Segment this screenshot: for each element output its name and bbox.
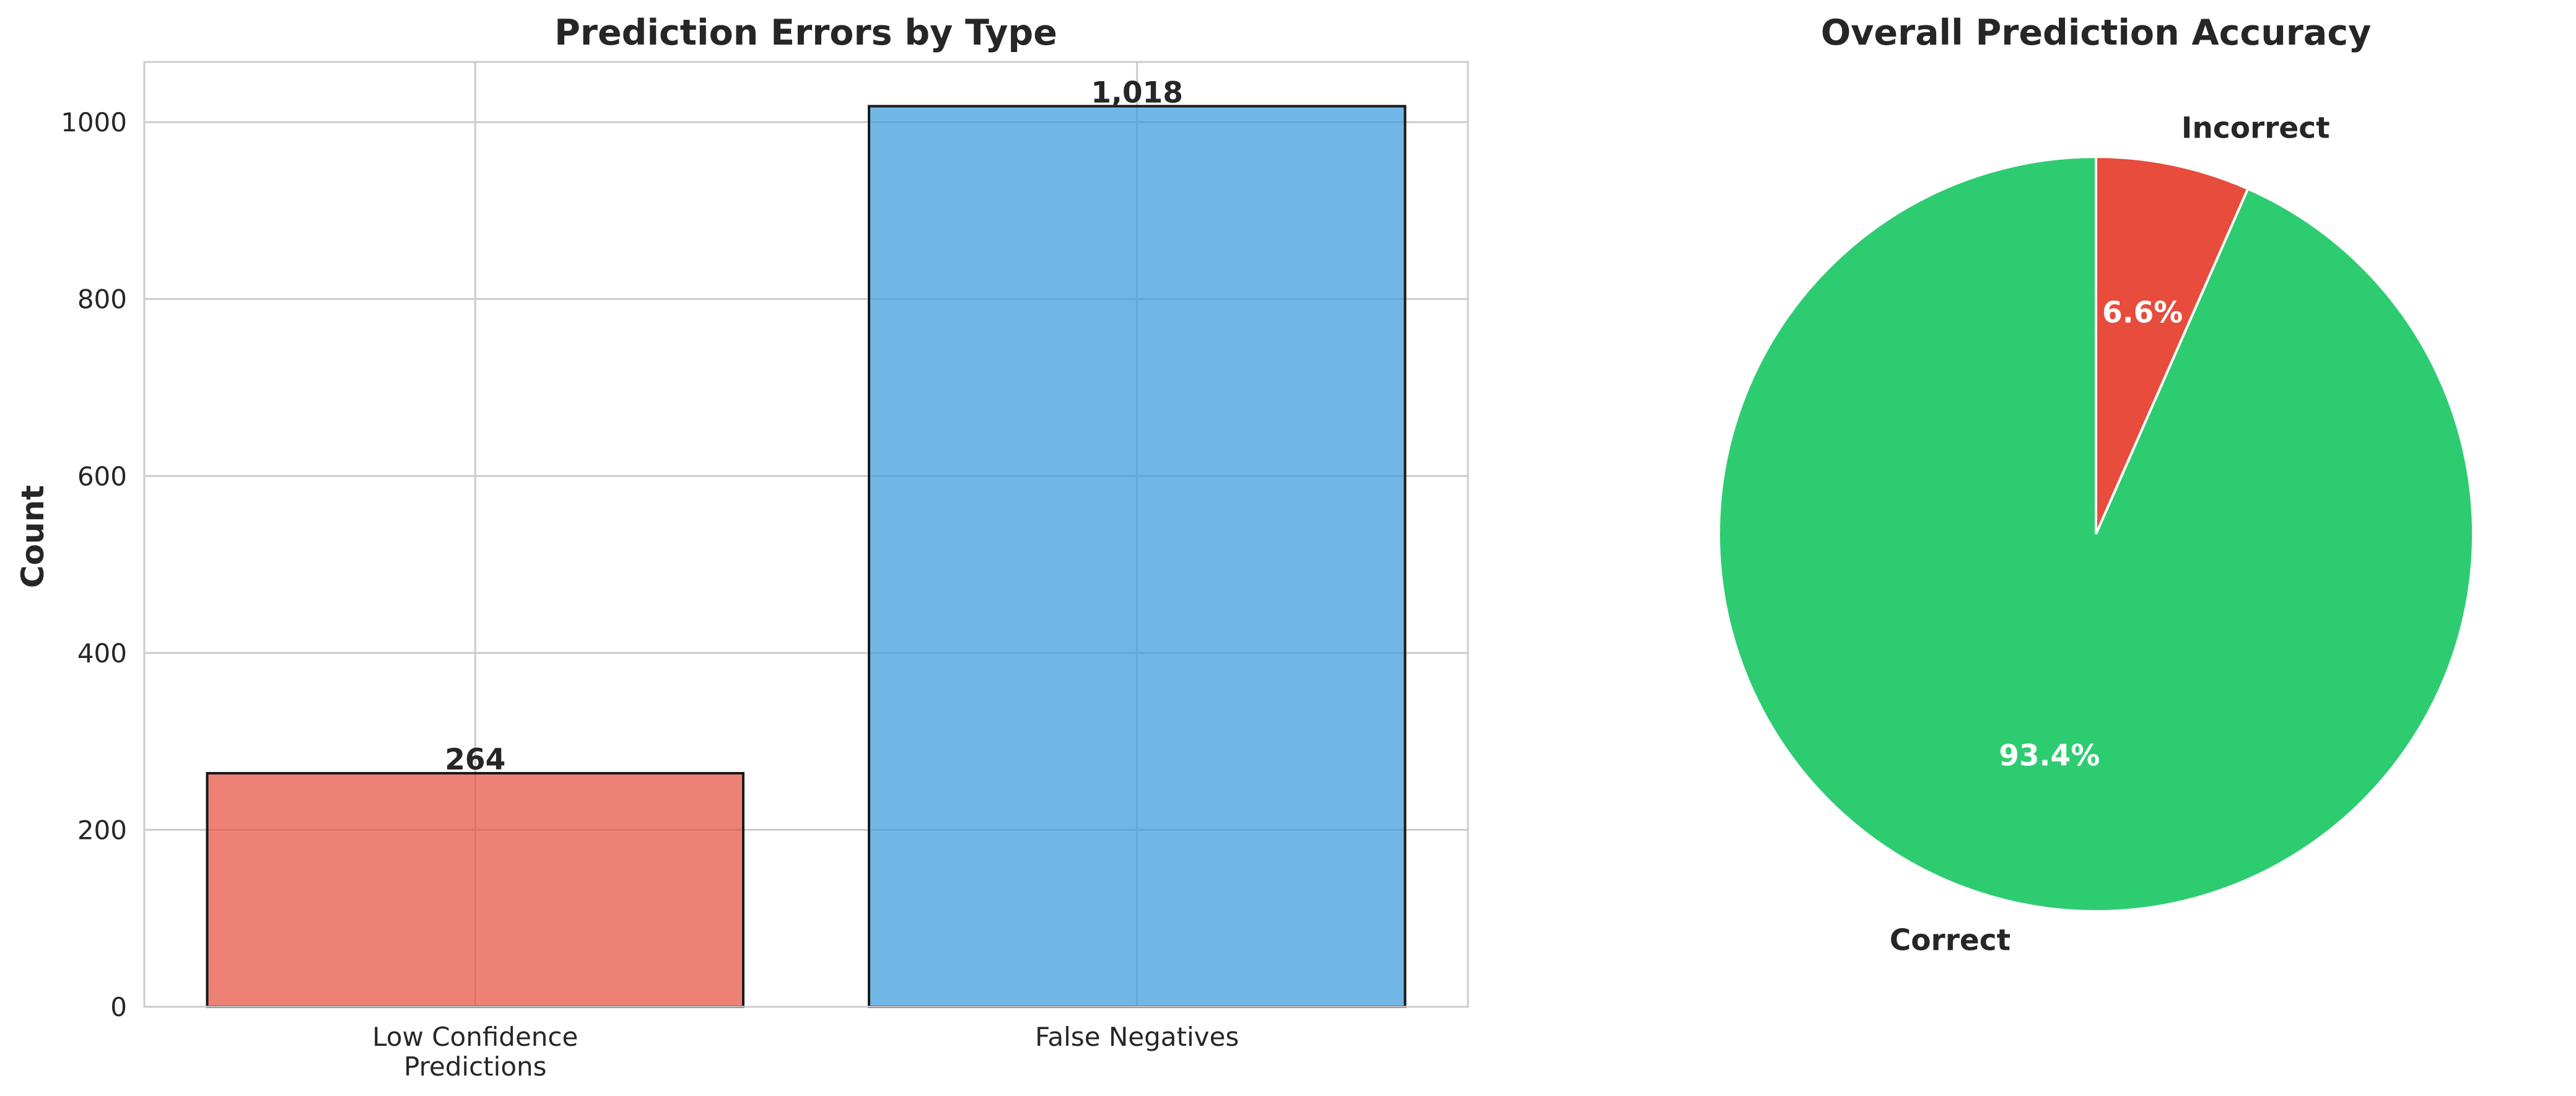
pie-slice	[2095, 155, 2250, 535]
bar-x-ticks: Low Confidence Predictions False Negatives	[372, 1022, 1239, 1082]
bar-bars	[206, 105, 1407, 1008]
pie-labels: Incorrect 6.6% Correct 93.4%	[1890, 111, 2330, 957]
bar	[206, 772, 744, 1008]
pie-slice-label: Correct	[1890, 924, 2011, 958]
bar-chart: Prediction Errors by Type 0 200 400 600 800 1…	[15, 12, 1469, 1082]
pie-slice-label: Incorrect	[2181, 111, 2330, 145]
bar-y-axis-label: Count	[15, 485, 51, 588]
bar-plot-frame	[143, 61, 1469, 1008]
y-tick-label: 0	[110, 992, 127, 1022]
bar-chart-title: Prediction Errors by Type	[554, 12, 1057, 53]
x-tick-label: Low Confidence Predictions	[372, 1022, 578, 1082]
pie-slices	[1718, 155, 2474, 913]
bar-y-ticks: 0 200 400 600 800 1000	[61, 107, 127, 1022]
bar-value-label: 264	[445, 743, 505, 777]
pie-chart: Overall Prediction Accuracy Incorrect 6.6…	[1718, 12, 2474, 958]
pie-chart-title: Overall Prediction Accuracy	[1821, 12, 2372, 53]
y-tick-label: 200	[77, 815, 127, 845]
y-tick-label: 600	[77, 461, 127, 491]
y-tick-label: 800	[77, 284, 127, 315]
y-tick-label: 1000	[61, 107, 127, 138]
pie-percent-label: 93.4%	[1999, 739, 2100, 773]
y-tick-label: 400	[77, 638, 127, 669]
pie-slice	[1718, 155, 2474, 913]
bar-value-label: 1,018	[1091, 76, 1183, 110]
pie-percent-label: 6.6%	[2102, 296, 2183, 330]
bar-value-labels: 264 1,018	[445, 76, 1183, 777]
bar	[868, 105, 1407, 1008]
x-tick-label: False Negatives	[1035, 1022, 1239, 1052]
